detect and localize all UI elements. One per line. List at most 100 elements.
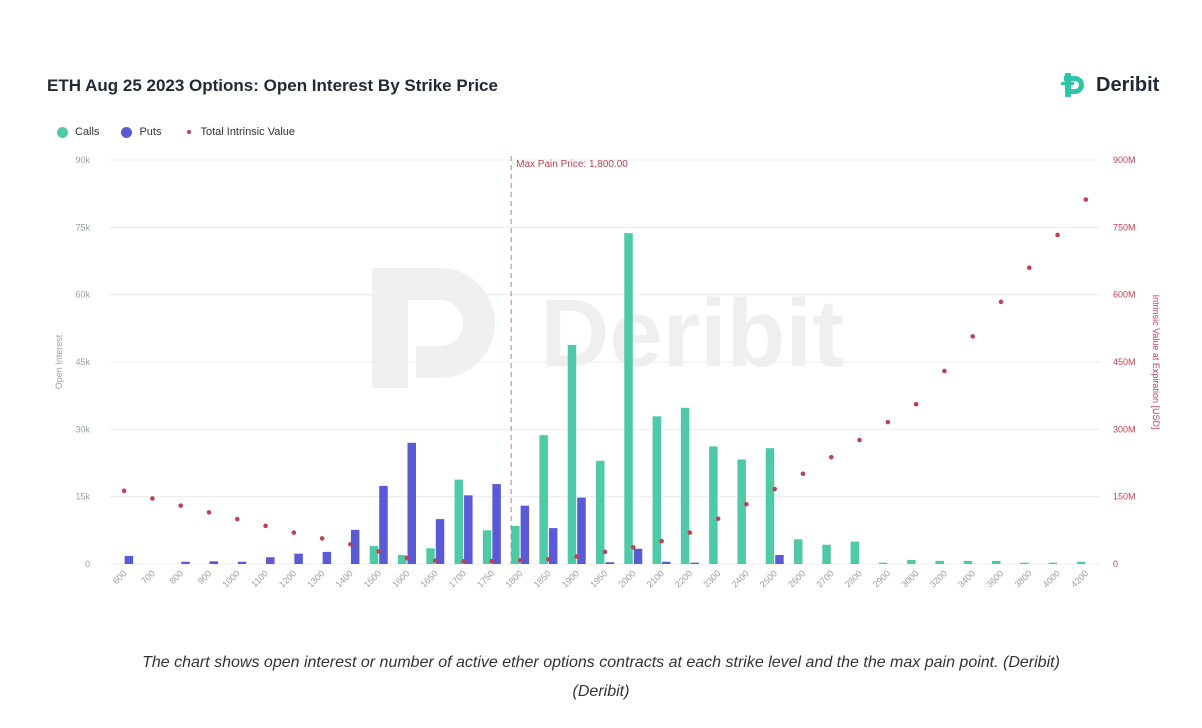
point-intrinsic-800 bbox=[178, 503, 184, 508]
point-intrinsic-1900 bbox=[574, 554, 580, 559]
bar-calls-1500 bbox=[369, 546, 379, 564]
point-intrinsic-3000 bbox=[913, 401, 919, 407]
x-tick-label: 2900 bbox=[871, 568, 892, 589]
bar-puts-1500 bbox=[379, 485, 388, 564]
x-tick-label: 3000 bbox=[899, 568, 920, 589]
bar-calls-1750 bbox=[482, 530, 492, 564]
bar-calls-4200 bbox=[1076, 561, 1086, 564]
bar-calls-3600 bbox=[992, 560, 1001, 564]
x-tick-label: 800 bbox=[167, 568, 185, 586]
x-tick-label: 2600 bbox=[786, 568, 807, 589]
point-intrinsic-700 bbox=[150, 496, 155, 501]
point-intrinsic-3600 bbox=[998, 299, 1004, 305]
legend-swatch-puts bbox=[121, 126, 133, 138]
point-intrinsic-2300 bbox=[715, 516, 721, 521]
x-tick-label: 2400 bbox=[730, 568, 751, 589]
bar-calls-4000 bbox=[1048, 562, 1058, 564]
bar-calls-2600 bbox=[794, 539, 803, 564]
y2-tick-label: 900M bbox=[1113, 155, 1136, 165]
bar-puts-1950 bbox=[605, 562, 614, 564]
point-intrinsic-600 bbox=[121, 488, 127, 494]
bar-puts-1100 bbox=[266, 557, 275, 564]
bar-calls-3000 bbox=[907, 559, 916, 564]
deribit-logo-icon bbox=[1061, 73, 1084, 97]
x-tick-label: 3600 bbox=[984, 568, 1005, 589]
figure-caption: The chart shows open interest or number … bbox=[0, 648, 1202, 706]
bar-calls-1900 bbox=[567, 344, 577, 564]
bar-calls-1850 bbox=[539, 435, 548, 564]
bar-puts-1750 bbox=[492, 484, 501, 564]
point-intrinsic-1650 bbox=[432, 558, 438, 563]
y-tick-label: 75k bbox=[75, 222, 90, 232]
bar-calls-2900 bbox=[878, 562, 888, 564]
watermark-text: Deribit bbox=[540, 280, 844, 387]
x-tick-label: 2200 bbox=[673, 568, 694, 589]
watermark: Deribit bbox=[372, 268, 844, 388]
x-tick-label: 1200 bbox=[277, 568, 298, 589]
bar-puts-2200 bbox=[690, 562, 699, 564]
y-tick-label: 90k bbox=[75, 155, 90, 165]
bar-puts-1200 bbox=[294, 553, 303, 564]
point-intrinsic-1500 bbox=[376, 549, 382, 554]
x-tick-label: 1950 bbox=[588, 568, 609, 589]
legend-item-intrinsic[interactable]: Total Intrinsic Value bbox=[183, 126, 295, 138]
y2-axis-title: Intrinsic Value at Expiration [USD] bbox=[1151, 295, 1161, 430]
bar-calls-1950 bbox=[596, 460, 605, 564]
bar-calls-2300 bbox=[709, 446, 718, 564]
bar-puts-1650 bbox=[435, 519, 445, 564]
x-tick-label: 900 bbox=[196, 568, 214, 586]
y-tick-label: 15k bbox=[75, 492, 90, 502]
x-tick-label: 2100 bbox=[645, 568, 666, 589]
bar-calls-2100 bbox=[652, 416, 662, 564]
x-tick-label: 2800 bbox=[843, 568, 864, 589]
point-intrinsic-2900 bbox=[885, 419, 891, 425]
point-intrinsic-1800 bbox=[517, 558, 523, 563]
point-intrinsic-1400 bbox=[348, 541, 353, 547]
caption-line-2: (Deribit) bbox=[572, 683, 630, 700]
x-tick-label: 4000 bbox=[1041, 568, 1062, 589]
x-tick-label: 2500 bbox=[758, 568, 779, 589]
bar-calls-3200 bbox=[935, 560, 944, 564]
x-tick-label: 1750 bbox=[475, 568, 496, 589]
x-tick-label: 2000 bbox=[616, 568, 637, 589]
legend-item-calls[interactable]: Calls bbox=[57, 126, 99, 138]
point-intrinsic-2700 bbox=[828, 454, 834, 460]
x-tick-label: 1500 bbox=[362, 568, 383, 589]
caption-line-1: The chart shows open interest or number … bbox=[142, 654, 1060, 671]
bar-puts-1850 bbox=[548, 528, 558, 564]
x-tick-label: 1650 bbox=[418, 568, 439, 589]
x-tick-label: 1900 bbox=[560, 568, 581, 589]
deribit-logo-text: Deribit bbox=[1096, 73, 1160, 96]
bar-puts-1900 bbox=[577, 497, 586, 564]
x-tick-label: 1600 bbox=[390, 568, 411, 589]
legend-item-puts[interactable]: Puts bbox=[121, 126, 161, 138]
bar-calls-3400 bbox=[963, 560, 973, 564]
y-tick-label: 60k bbox=[75, 290, 90, 300]
bar-puts-1400 bbox=[350, 529, 360, 564]
bar-calls-2800 bbox=[850, 541, 860, 564]
x-tick-label: 3400 bbox=[956, 568, 977, 589]
bar-calls-2500 bbox=[765, 448, 775, 564]
bar-calls-3800 bbox=[1020, 562, 1029, 564]
y2-tick-label: 300M bbox=[1113, 424, 1136, 434]
bar-puts-1600 bbox=[407, 442, 416, 564]
max-pain-label: Max Pain Price: 1,800.00 bbox=[516, 159, 628, 170]
legend-label-puts: Puts bbox=[139, 126, 162, 138]
point-intrinsic-4000 bbox=[1055, 232, 1060, 238]
x-tick-label: 4200 bbox=[1069, 568, 1090, 589]
bar-puts-900 bbox=[209, 561, 218, 564]
x-tick-label: 700 bbox=[139, 568, 157, 586]
x-tick-label: 1800 bbox=[503, 568, 524, 589]
point-intrinsic-1300 bbox=[319, 536, 325, 541]
y2-tick-label: 450M bbox=[1113, 357, 1136, 367]
x-tick-label: 1100 bbox=[249, 568, 270, 589]
bar-puts-1300 bbox=[322, 551, 332, 564]
y-tick-label: 45k bbox=[75, 357, 90, 367]
point-intrinsic-1850 bbox=[546, 557, 551, 562]
point-intrinsic-1100 bbox=[263, 523, 268, 529]
bar-calls-2000 bbox=[624, 233, 633, 564]
bar-calls-2700 bbox=[822, 544, 831, 564]
bar-puts-600 bbox=[124, 555, 134, 564]
point-intrinsic-2600 bbox=[800, 471, 806, 477]
x-tick-label: 600 bbox=[111, 568, 129, 586]
